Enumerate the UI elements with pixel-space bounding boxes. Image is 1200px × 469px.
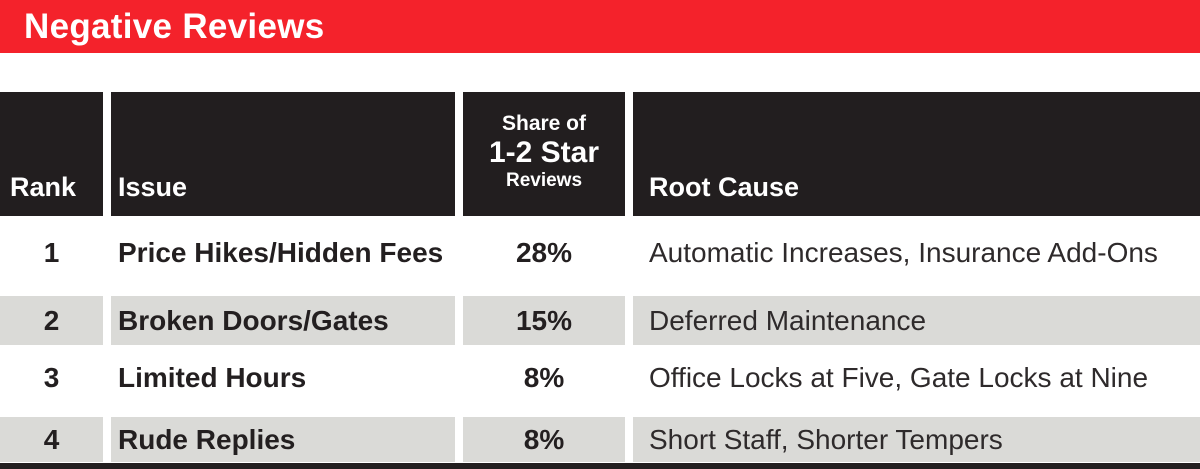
issue-cell: Broken Doors/Gates — [111, 290, 455, 345]
share-header-line-2: 1-2 Star — [488, 135, 600, 169]
column-divider — [625, 411, 633, 462]
header-cell-rank: Rank — [0, 92, 103, 216]
bottom-bar — [0, 463, 1200, 469]
column-divider — [103, 216, 111, 290]
rank-cell: 3 — [43, 362, 60, 393]
column-divider — [103, 290, 111, 345]
share-cell: 28% — [515, 237, 573, 268]
root-cause-cell: Short Staff, Shorter Tempers — [633, 411, 1200, 462]
rank-cell: 1 — [43, 237, 60, 268]
issue-cell: Price Hikes/Hidden Fees — [118, 237, 444, 268]
column-divider — [455, 216, 463, 290]
header-cell-root-cause: Root Cause — [633, 92, 1200, 216]
header-cell-share: Share of 1-2 Star Reviews — [463, 92, 625, 216]
share-cell: 8% — [463, 411, 625, 462]
issue-cell: Rude Replies — [111, 411, 455, 462]
column-divider — [625, 92, 633, 216]
column-divider — [625, 290, 633, 345]
banner-gap — [0, 53, 1200, 92]
column-divider — [103, 92, 111, 216]
table-row: 1 Price Hikes/Hidden Fees 28% Automatic … — [0, 216, 1200, 290]
title-banner: Negative Reviews — [0, 0, 1200, 53]
column-divider — [103, 345, 111, 411]
share-cell: 15% — [463, 290, 625, 345]
rank-cell: 4 — [0, 411, 103, 462]
column-divider — [455, 411, 463, 462]
column-divider — [625, 345, 633, 411]
column-divider — [455, 92, 463, 216]
share-cell: 8% — [523, 362, 565, 393]
table-header-row: Rank Issue Share of 1-2 Star Reviews Roo… — [0, 92, 1200, 216]
header-cell-issue: Issue — [111, 92, 455, 216]
rank-cell: 2 — [0, 290, 103, 345]
share-header-line-1: Share of — [501, 111, 587, 135]
root-cause-cell: Automatic Increases, Insurance Add-Ons — [649, 237, 1158, 268]
table-row: 2 Broken Doors/Gates 15% Deferred Mainte… — [0, 290, 1200, 345]
table-row: 4 Rude Replies 8% Short Staff, Shorter T… — [0, 411, 1200, 462]
column-divider — [103, 411, 111, 462]
column-divider — [625, 216, 633, 290]
page-title: Negative Reviews — [24, 6, 325, 46]
column-divider — [455, 290, 463, 345]
reviews-table: Rank Issue Share of 1-2 Star Reviews Roo… — [0, 92, 1200, 462]
table-row: 3 Limited Hours 8% Office Locks at Five,… — [0, 345, 1200, 411]
root-cause-cell: Deferred Maintenance — [633, 290, 1200, 345]
column-divider — [455, 345, 463, 411]
issue-cell: Limited Hours — [118, 362, 307, 393]
root-cause-cell: Office Locks at Five, Gate Locks at Nine — [649, 362, 1149, 393]
share-header-line-3: Reviews — [505, 170, 583, 192]
